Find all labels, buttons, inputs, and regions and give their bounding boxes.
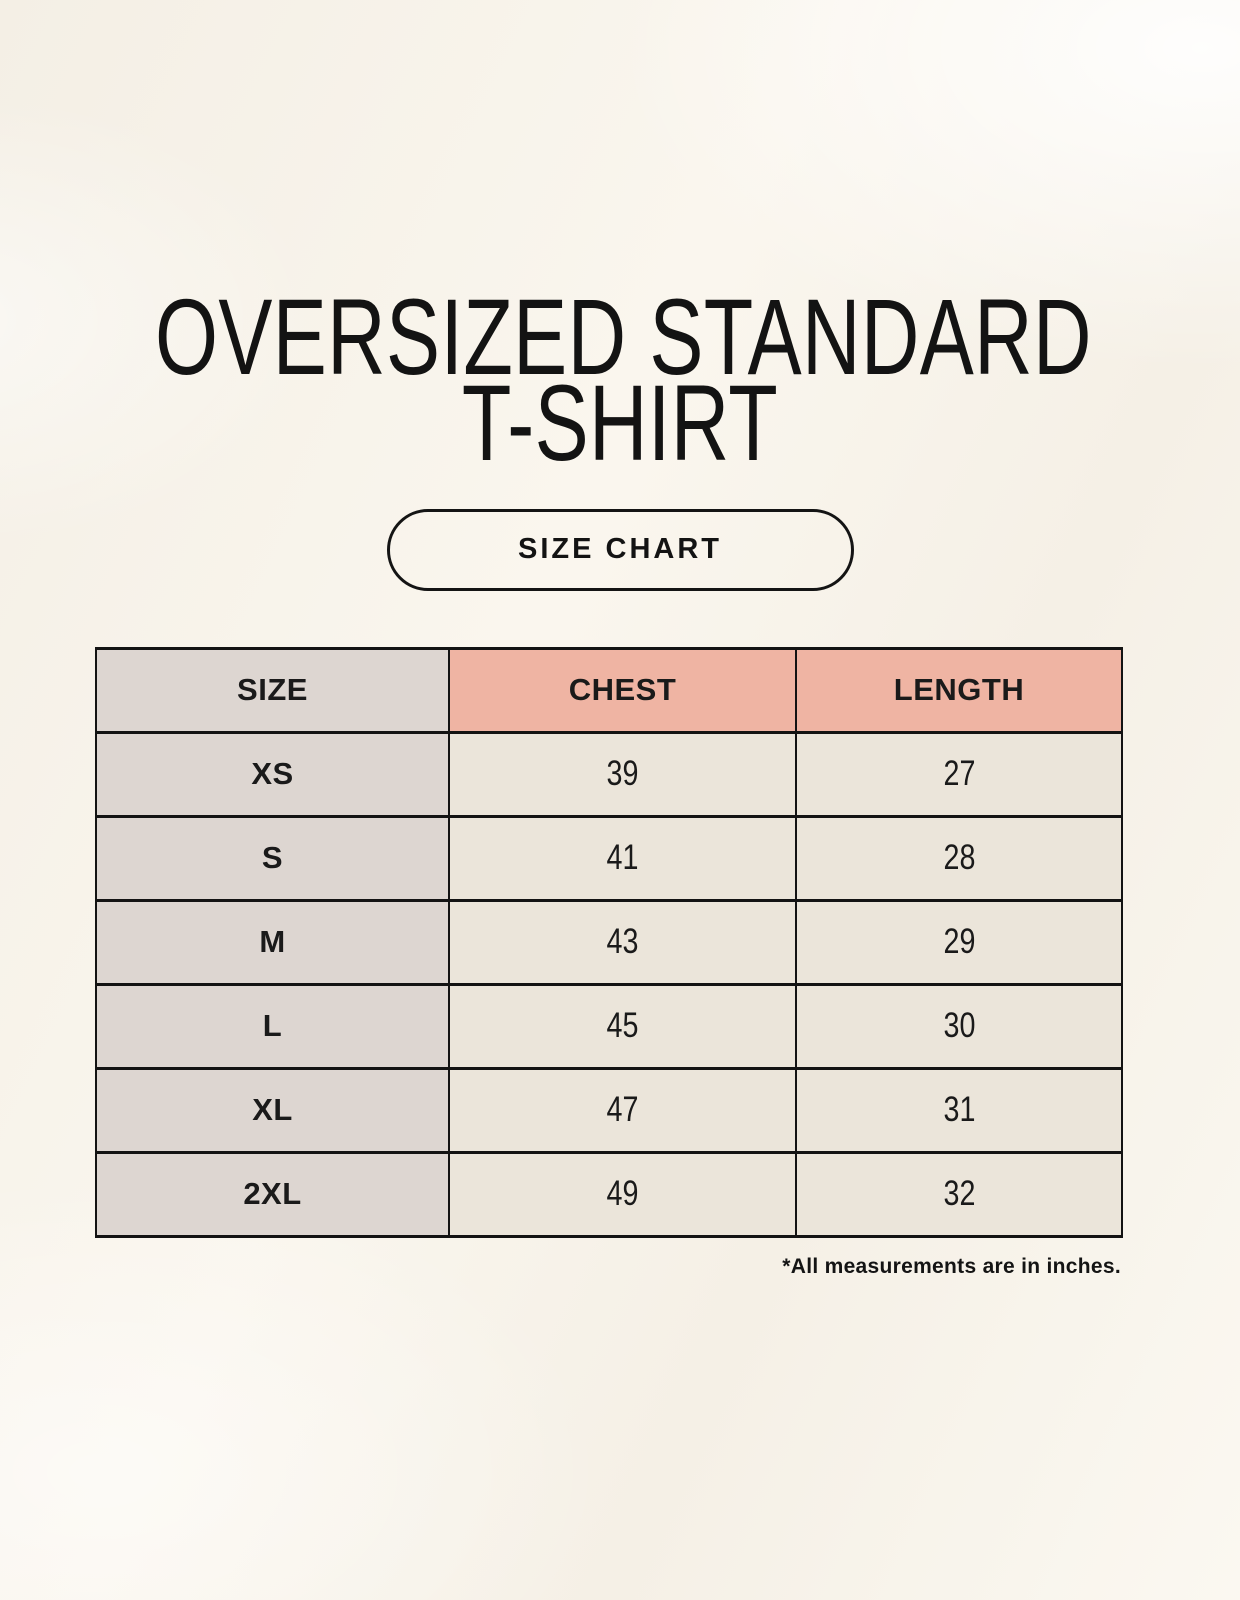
length-value: 28 <box>795 814 1123 902</box>
size-chart-button[interactable]: SIZE CHART <box>386 508 854 591</box>
page-title-line-2: T-SHIRT <box>461 362 779 484</box>
column-header-size: SIZE <box>95 646 450 734</box>
length-number: 28 <box>943 838 975 878</box>
length-value: 30 <box>795 982 1123 1070</box>
length-number: 32 <box>943 1174 975 1214</box>
chest-value: 41 <box>448 814 797 902</box>
length-number: 27 <box>943 754 975 794</box>
length-value: 27 <box>795 730 1123 818</box>
length-value: 32 <box>795 1150 1123 1238</box>
page-title: OVERSIZED STANDARD T-SHIRT <box>155 0 1092 484</box>
column-header-length: LENGTH <box>795 646 1123 734</box>
length-number: 30 <box>943 1006 975 1046</box>
chest-value: 47 <box>448 1066 797 1154</box>
size-label: S <box>95 814 450 902</box>
table-row-s: S 41 28 <box>95 814 1123 902</box>
chest-value: 45 <box>448 982 797 1070</box>
table-row-xs: XS 39 27 <box>95 730 1123 818</box>
chest-value: 39 <box>448 730 797 818</box>
length-value: 29 <box>795 898 1123 986</box>
column-header-chest: CHEST <box>448 646 797 734</box>
size-table-header: SIZE CHEST LENGTH <box>95 646 1123 734</box>
size-label: XS <box>95 730 450 818</box>
chest-value: 49 <box>448 1150 797 1238</box>
size-chart-table: SIZE CHEST LENGTH XS 39 27 S 41 28 M 43 … <box>95 646 1123 1238</box>
page-title-line-1: OVERSIZED STANDARD <box>155 276 1092 397</box>
table-row-l: L 45 30 <box>95 982 1123 1070</box>
size-table-body: XS 39 27 S 41 28 M 43 29 L 45 30 XL 47 <box>95 730 1123 1238</box>
measurements-note: *All measurements are in inches. <box>782 1254 1121 1278</box>
header-row: SIZE CHEST LENGTH <box>95 646 1123 734</box>
table-row-2xl: 2XL 49 32 <box>95 1150 1123 1238</box>
chest-number: 41 <box>606 838 639 878</box>
chest-number: 49 <box>606 1174 639 1214</box>
size-label: XL <box>95 1066 450 1154</box>
size-label: L <box>95 982 450 1070</box>
length-value: 31 <box>795 1066 1123 1154</box>
table-row-xl: XL 47 31 <box>95 1066 1123 1154</box>
chest-number: 47 <box>606 1090 639 1130</box>
table-row-m: M 43 29 <box>95 898 1123 986</box>
chest-value: 43 <box>448 898 797 986</box>
chest-number: 43 <box>606 922 639 962</box>
length-number: 29 <box>943 922 975 962</box>
chest-number: 39 <box>606 754 639 794</box>
size-label: M <box>95 898 450 986</box>
size-label: 2XL <box>95 1150 450 1238</box>
chest-number: 45 <box>606 1006 639 1046</box>
length-number: 31 <box>943 1090 975 1130</box>
